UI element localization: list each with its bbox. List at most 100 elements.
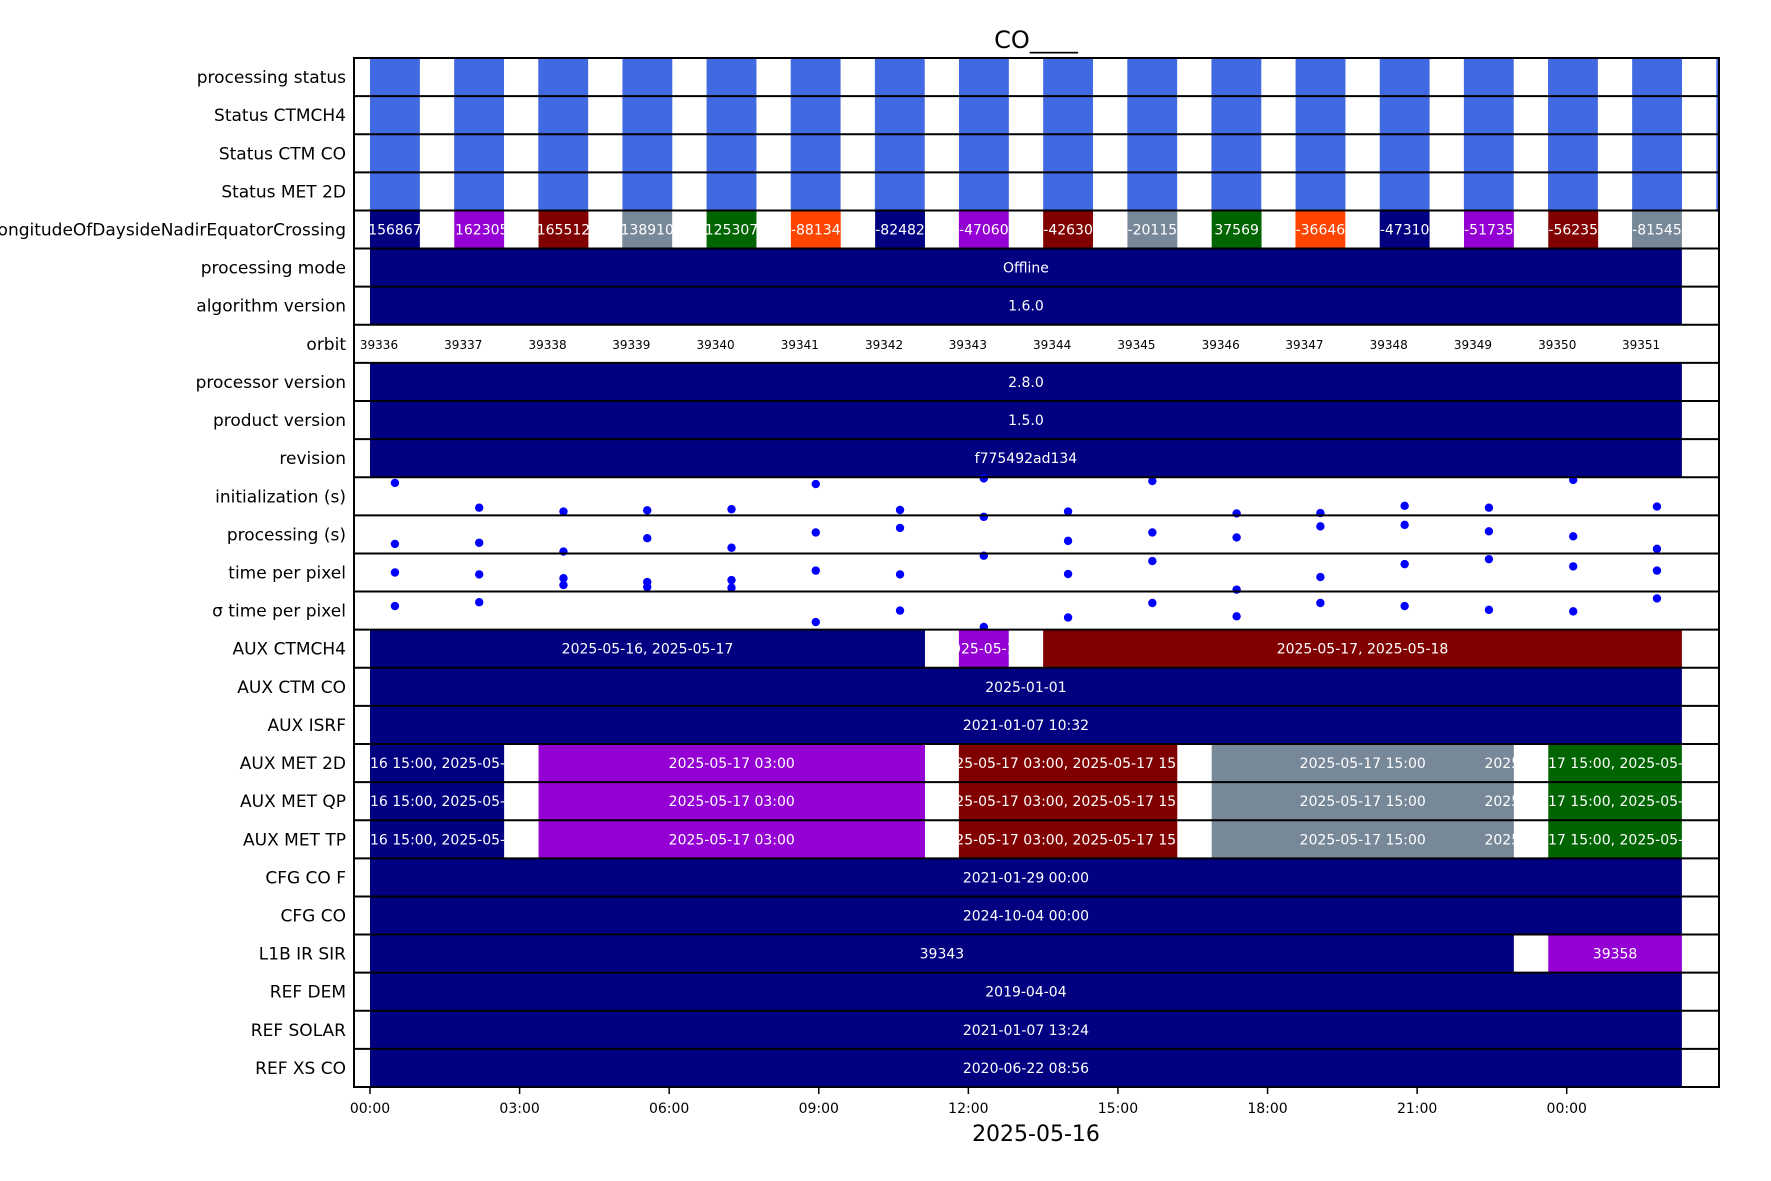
point-time-per-pixel-6: [1148, 599, 1156, 607]
status-block-5: [791, 58, 841, 96]
status-block-8: [1043, 172, 1093, 210]
status-block-10: [1211, 172, 1261, 210]
point-time-per-pixel-1: [475, 598, 483, 606]
point-time-per-pixel-6: [727, 576, 735, 584]
orbit-label-2: 39338: [528, 338, 566, 352]
segment-label-aux-met-2d-2: 2025-05-17 03:00, 2025-05-17 15:00: [937, 756, 1198, 772]
segment-label-l1b-ir-sir-1: 39358: [1593, 947, 1638, 963]
segment-label-algorithm-version-0: 1.6.0: [1008, 299, 1044, 315]
orbit-label-8: 39344: [1033, 338, 1071, 352]
point-processing-s-2: [559, 547, 567, 555]
row-label-initialization-s: initialization (s): [215, 487, 346, 507]
x-tick-label-4: 12:00: [948, 1101, 988, 1117]
point-initialization-s-4: [727, 505, 735, 513]
segment-label-processing-mode-0: Offline: [1003, 261, 1049, 277]
segment-label-longitudeofdaysidenadirequatorcrossing-7: -47060: [959, 223, 1009, 239]
point-initialization-s-1: [475, 504, 483, 512]
status-block-3: [622, 134, 672, 172]
orbit-label-12: 39348: [1370, 338, 1408, 352]
segment-label-longitudeofdaysidenadirequatorcrossing-6: -82482: [875, 223, 925, 239]
status-block-10: [1211, 96, 1261, 134]
row-label-cfg-co-f: CFG CO F: [265, 868, 346, 888]
status-block-12: [1380, 134, 1430, 172]
point-time-per-pixel-11: [1569, 607, 1577, 615]
status-block-15: [1632, 172, 1682, 210]
status-block-4: [707, 58, 757, 96]
row-label-revision: revision: [279, 449, 346, 469]
orbit-label-15: 39351: [1622, 338, 1660, 352]
orbit-label-3: 39339: [612, 338, 650, 352]
row-processing-s: [391, 513, 1661, 556]
segment-label-longitudeofdaysidenadirequatorcrossing-8: -42630: [1043, 223, 1093, 239]
status-block-4: [707, 134, 757, 172]
orbit-label-7: 39343: [949, 338, 987, 352]
point-initialization-s-3: [643, 506, 651, 514]
point-initialization-s-10: [1232, 509, 1240, 517]
status-block-12: [1380, 58, 1430, 96]
point-initialization-s-6: [896, 506, 904, 514]
status-block-7: [959, 134, 1009, 172]
segment-label-aux-met-qp-2: 2025-05-17 03:00, 2025-05-17 15:00: [937, 794, 1198, 810]
x-axis-label: 2025-05-16: [972, 1122, 1100, 1147]
point-time-per-pixel-16: [1485, 555, 1493, 563]
status-block-10: [1211, 58, 1261, 96]
row-processing-mode: Offline: [370, 249, 1682, 287]
row-label-aux-ctmch4: AUX CTMCH4: [232, 640, 346, 660]
status-block-14: [1548, 134, 1598, 172]
orbit-label-5: 39341: [781, 338, 819, 352]
status-block-12: [1380, 96, 1430, 134]
row-algorithm-version: 1.6.0: [370, 287, 1682, 325]
status-block-1: [454, 58, 504, 96]
row-longitudeofdaysidenadirequatorcrossing: 156867 -162305 165512 138910 125307 -88134 -82…: [368, 210, 1682, 248]
segment-label-longitudeofdaysidenadirequatorcrossing-9: -20115: [1128, 223, 1178, 239]
x-tick-label-1: 03:00: [499, 1101, 539, 1117]
segment-label-longitudeofdaysidenadirequatorcrossing-14: -56235: [1548, 223, 1598, 239]
status-block-15: [1632, 58, 1682, 96]
point-initialization-s-7: [980, 474, 988, 482]
status-block-8: [1043, 58, 1093, 96]
row-label-aux-isrf: AUX ISRF: [267, 716, 346, 736]
orbit-label-10: 39346: [1202, 338, 1240, 352]
row-label-l1b-ir-sir: L1B IR SIR: [259, 945, 346, 965]
status-block-3: [622, 172, 672, 210]
point-time-per-pixel-3: [559, 581, 567, 589]
segment-label-aux-met-qp-4: 2025-05-17 15:00, 2025-05-18 03:00: [1484, 794, 1745, 810]
segment-label-aux-ctm-co-0: 2025-01-01: [985, 680, 1066, 696]
point-processing-s-1: [475, 539, 483, 547]
point-time-per-pixel-9: [1400, 602, 1408, 610]
segment-label-aux-met-2d-3: 2025-05-17 15:00: [1300, 756, 1426, 772]
x-tick-label-2: 06:00: [649, 1101, 689, 1117]
point-time-per-pixel-5: [643, 583, 651, 591]
status-block-13: [1464, 58, 1514, 96]
status-block-9: [1127, 58, 1177, 96]
row-revision: f775492ad134: [370, 439, 1682, 477]
status-block-6: [875, 96, 925, 134]
row-processing-status: [370, 58, 1766, 96]
segment-label-ref-dem-0: 2019-04-04: [985, 985, 1066, 1001]
row-aux-met-tp: 2025-05-16 15:00, 2025-05-17 03:00 2025-0…: [306, 820, 1745, 858]
point-processing-s-8: [1064, 537, 1072, 545]
status-block-7: [959, 58, 1009, 96]
row-aux-met-2d: 2025-05-16 15:00, 2025-05-17 03:00 2025-0…: [306, 744, 1745, 782]
row-processor-version: 2.8.0: [370, 363, 1682, 401]
point-time-per-pixel-11: [1064, 570, 1072, 578]
row-ref-solar: 2021-01-07 13:24: [370, 1011, 1682, 1049]
point-initialization-s-15: [1653, 502, 1661, 510]
status-block-11: [1296, 96, 1346, 134]
status-block-16: [1716, 172, 1766, 210]
x-axis: 00:00 03:00 06:00 09:00 12:00 15:00 18:00 21:00…: [350, 1087, 1587, 1117]
status-block-7: [959, 96, 1009, 134]
x-tick-label-7: 21:00: [1397, 1101, 1437, 1117]
segment-label-aux-met-2d-4: 2025-05-17 15:00, 2025-05-18 03:00: [1484, 756, 1745, 772]
status-block-11: [1296, 134, 1346, 172]
row-label-processing-status: processing status: [197, 68, 346, 88]
segment-label-aux-met-tp-1: 2025-05-17 03:00: [669, 832, 795, 848]
orbit-label-14: 39350: [1538, 338, 1576, 352]
x-tick-label-6: 18:00: [1247, 1101, 1287, 1117]
row-label-aux-ctm-co: AUX CTM CO: [237, 678, 346, 698]
row-status-ctmch4: [370, 96, 1766, 134]
point-time-per-pixel-2: [812, 618, 820, 626]
segment-label-longitudeofdaysidenadirequatorcrossing-2: 165512: [537, 223, 590, 239]
point-processing-s-5: [812, 528, 820, 536]
status-block-13: [1464, 96, 1514, 134]
